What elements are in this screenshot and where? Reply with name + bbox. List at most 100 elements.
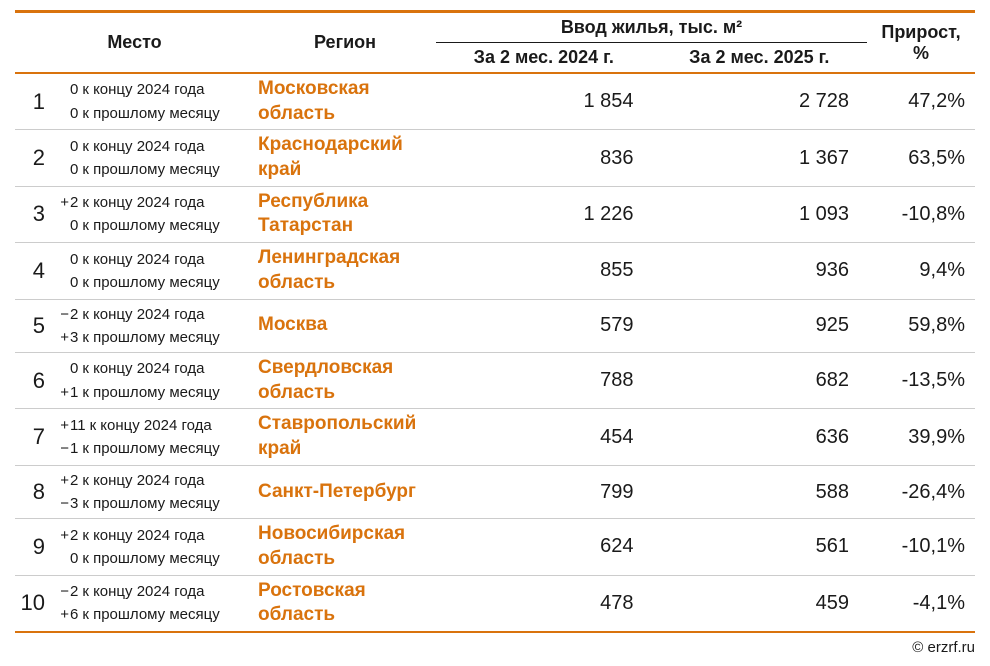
- change-month-num: 6: [69, 603, 78, 626]
- change-month-label: к прошлому месяцу: [78, 547, 219, 570]
- region-link[interactable]: Новосибирская область: [258, 523, 405, 569]
- rank-change-cell: 0к концу 2024 года0к прошлому месяцу: [49, 130, 254, 186]
- change-month-sign: [55, 547, 69, 570]
- change-year-num: 2: [69, 303, 78, 326]
- table-row: 5−2к концу 2024 года+3к прошлому месяцуМ…: [15, 299, 975, 353]
- region-cell: Новосибирская область: [254, 519, 436, 575]
- change-year: −2к концу 2024 года: [55, 580, 250, 603]
- header-growth: Прирост, %: [867, 12, 975, 74]
- change-year: +2к концу 2024 года: [55, 469, 250, 492]
- value-2024-cell: 624: [436, 519, 652, 575]
- change-month-num: 3: [69, 326, 78, 349]
- growth-cell: -26,4%: [867, 465, 975, 519]
- change-month: 0к прошлому месяцу: [55, 102, 250, 125]
- rank-cell: 10: [15, 575, 49, 632]
- header-place: Место: [15, 12, 254, 74]
- rank-change-cell: +2к концу 2024 года0к прошлому месяцу: [49, 519, 254, 575]
- table-body: 10к концу 2024 года0к прошлому месяцуМос…: [15, 73, 975, 632]
- rank-change-cell: −2к концу 2024 года+6к прошлому месяцу: [49, 575, 254, 632]
- change-year: −2к концу 2024 года: [55, 303, 250, 326]
- change-year-num: 2: [69, 469, 78, 492]
- growth-cell: 39,9%: [867, 409, 975, 465]
- table-row: 3+2к концу 2024 года0к прошлому месяцуРе…: [15, 186, 975, 242]
- region-link[interactable]: Санкт-Петербург: [258, 481, 416, 502]
- housing-table-container: Место Регион Ввод жилья, тыс. м² Прирост…: [15, 10, 975, 656]
- change-month: +3к прошлому месяцу: [55, 326, 250, 349]
- value-2025-cell: 561: [652, 519, 868, 575]
- change-month-num: 0: [69, 214, 78, 237]
- change-month: +1к прошлому месяцу: [55, 381, 250, 404]
- change-year-label: к концу 2024 года: [78, 191, 204, 214]
- rank-cell: 9: [15, 519, 49, 575]
- value-2025-cell: 936: [652, 243, 868, 299]
- value-2025-cell: 459: [652, 575, 868, 632]
- change-year: +11к концу 2024 года: [55, 414, 250, 437]
- region-link[interactable]: Республика Татарстан: [258, 191, 368, 237]
- change-month-label: к прошлому месяцу: [78, 102, 219, 125]
- region-cell: Московская область: [254, 73, 436, 130]
- change-month-sign: [55, 271, 69, 294]
- change-year-sign: −: [55, 580, 69, 603]
- region-cell: Свердловская область: [254, 353, 436, 409]
- change-month-num: 0: [69, 271, 78, 294]
- header-period-2025: За 2 мес. 2025 г.: [652, 43, 868, 74]
- change-month: 0к прошлому месяцу: [55, 547, 250, 570]
- change-month: +6к прошлому месяцу: [55, 603, 250, 626]
- region-link[interactable]: Московская область: [258, 78, 370, 124]
- growth-cell: 59,8%: [867, 299, 975, 353]
- change-month-label: к прошлому месяцу: [78, 437, 219, 460]
- region-link[interactable]: Москва: [258, 314, 327, 335]
- region-link[interactable]: Ставропольский край: [258, 413, 416, 459]
- change-year: +2к концу 2024 года: [55, 191, 250, 214]
- rank-cell: 6: [15, 353, 49, 409]
- growth-cell: 63,5%: [867, 130, 975, 186]
- change-month-sign: −: [55, 437, 69, 460]
- change-month-sign: −: [55, 492, 69, 515]
- region-link[interactable]: Ленинградская область: [258, 247, 400, 293]
- change-year-sign: +: [55, 524, 69, 547]
- change-year-label: к концу 2024 года: [78, 524, 204, 547]
- change-month-label: к прошлому месяцу: [78, 326, 219, 349]
- rank-cell: 4: [15, 243, 49, 299]
- change-month-sign: [55, 214, 69, 237]
- change-month-sign: +: [55, 603, 69, 626]
- change-year-sign: [55, 357, 69, 380]
- table-row: 20к концу 2024 года0к прошлому месяцуКра…: [15, 130, 975, 186]
- value-2025-cell: 682: [652, 353, 868, 409]
- change-month-num: 0: [69, 547, 78, 570]
- region-cell: Ростовская область: [254, 575, 436, 632]
- change-year-num: 0: [69, 78, 78, 101]
- change-month-label: к прошлому месяцу: [78, 158, 219, 181]
- region-link[interactable]: Краснодарский край: [258, 134, 403, 180]
- region-link[interactable]: Свердловская область: [258, 357, 393, 403]
- table-row: 8+2к концу 2024 года−3к прошлому месяцуС…: [15, 465, 975, 519]
- value-2025-cell: 925: [652, 299, 868, 353]
- change-year-sign: +: [55, 414, 69, 437]
- change-year-sign: +: [55, 469, 69, 492]
- value-2025-cell: 588: [652, 465, 868, 519]
- rank-cell: 2: [15, 130, 49, 186]
- change-year-num: 2: [69, 524, 78, 547]
- table-header: Место Регион Ввод жилья, тыс. м² Прирост…: [15, 12, 975, 74]
- change-year-num: 0: [69, 248, 78, 271]
- change-year-sign: [55, 135, 69, 158]
- growth-cell: -4,1%: [867, 575, 975, 632]
- region-cell: Республика Татарстан: [254, 186, 436, 242]
- growth-cell: 9,4%: [867, 243, 975, 299]
- change-year: 0к концу 2024 года: [55, 135, 250, 158]
- change-month-label: к прошлому месяцу: [78, 271, 219, 294]
- header-housing-group: Ввод жилья, тыс. м²: [436, 12, 867, 43]
- change-year-sign: +: [55, 191, 69, 214]
- change-year-sign: [55, 248, 69, 271]
- value-2024-cell: 579: [436, 299, 652, 353]
- region-link[interactable]: Ростовская область: [258, 580, 366, 626]
- value-2024-cell: 799: [436, 465, 652, 519]
- change-year-sign: [55, 78, 69, 101]
- change-month-num: 1: [69, 381, 78, 404]
- change-year-num: 0: [69, 135, 78, 158]
- change-month: 0к прошлому месяцу: [55, 214, 250, 237]
- change-year-num: 2: [69, 580, 78, 603]
- region-cell: Ставропольский край: [254, 409, 436, 465]
- header-region: Регион: [254, 12, 436, 74]
- change-year-label: к концу 2024 года: [78, 248, 204, 271]
